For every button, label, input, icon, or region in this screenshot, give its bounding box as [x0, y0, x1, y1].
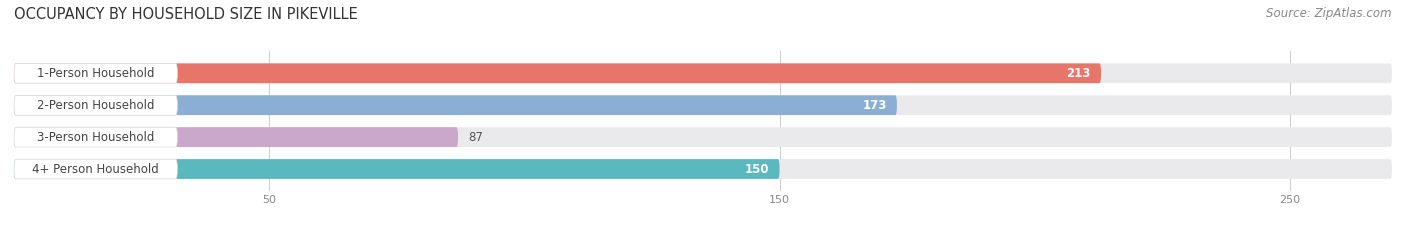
FancyBboxPatch shape	[14, 95, 897, 115]
Text: Source: ZipAtlas.com: Source: ZipAtlas.com	[1267, 7, 1392, 20]
Text: 4+ Person Household: 4+ Person Household	[32, 163, 159, 175]
Text: 213: 213	[1067, 67, 1091, 80]
FancyBboxPatch shape	[14, 159, 177, 179]
Text: 150: 150	[745, 163, 769, 175]
FancyBboxPatch shape	[14, 63, 177, 83]
FancyBboxPatch shape	[14, 159, 779, 179]
Text: 1-Person Household: 1-Person Household	[37, 67, 155, 80]
FancyBboxPatch shape	[14, 127, 458, 147]
FancyBboxPatch shape	[14, 159, 1392, 179]
Text: OCCUPANCY BY HOUSEHOLD SIZE IN PIKEVILLE: OCCUPANCY BY HOUSEHOLD SIZE IN PIKEVILLE	[14, 7, 357, 22]
FancyBboxPatch shape	[14, 63, 1101, 83]
FancyBboxPatch shape	[14, 63, 1392, 83]
FancyBboxPatch shape	[14, 127, 177, 147]
Text: 87: 87	[468, 131, 484, 144]
Text: 173: 173	[862, 99, 887, 112]
FancyBboxPatch shape	[14, 127, 1392, 147]
FancyBboxPatch shape	[14, 95, 177, 115]
Text: 3-Person Household: 3-Person Household	[37, 131, 155, 144]
FancyBboxPatch shape	[14, 95, 1392, 115]
Text: 2-Person Household: 2-Person Household	[37, 99, 155, 112]
